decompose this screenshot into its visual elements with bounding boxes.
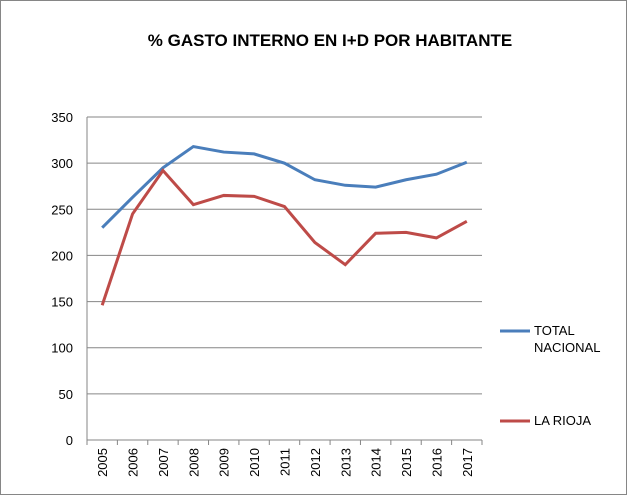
y-tick-label: 100 [51,341,73,356]
series-line [101,144,468,229]
x-tick-label: 2011 [278,448,293,476]
x-tick-label: 2015 [399,448,414,477]
y-tick-label: 0 [66,433,73,448]
chart-title: % GASTO INTERNO EN I+D POR HABITANTE [148,31,512,50]
y-tick-label: 300 [51,156,73,171]
y-tick-label: 250 [51,202,73,217]
y-tick-label: 150 [51,295,73,310]
legend-label: LA RIOJA [534,413,592,428]
x-tick-label: 2012 [308,448,323,477]
x-tick-label: 2017 [460,448,475,477]
x-tick-label: 2005 [95,448,110,477]
y-tick-label: 200 [51,248,73,263]
legend-label: TOTAL NACIONAL [534,323,601,355]
x-tick-label: 2016 [429,448,444,477]
x-tick-label: 2007 [156,448,171,477]
x-tick-label: 2006 [126,448,141,477]
x-tick-label: 2009 [217,448,232,477]
x-tick-label: 2010 [247,448,262,477]
y-tick-label: 350 [51,110,73,125]
x-tick-label: 2008 [186,448,201,477]
x-tick-label: 2013 [338,448,353,477]
x-tick-label: 2014 [369,448,384,477]
series-line [100,168,468,306]
y-tick-label: 50 [59,387,73,402]
